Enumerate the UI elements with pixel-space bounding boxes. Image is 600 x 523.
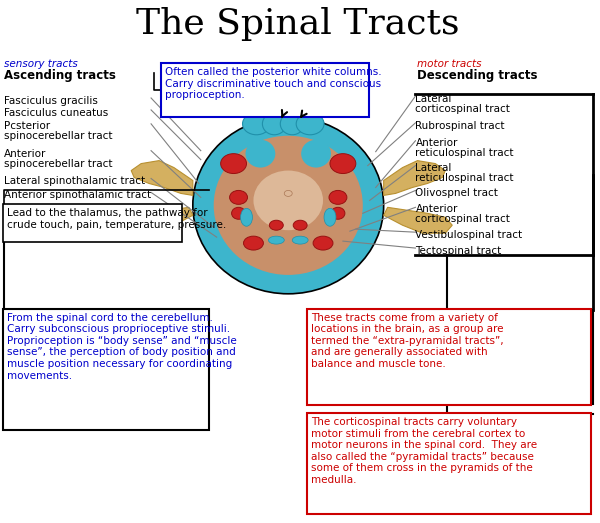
Text: reticulospinal tract: reticulospinal tract [415,173,514,183]
Polygon shape [383,161,445,196]
Text: Fasciculus gracilis: Fasciculus gracilis [4,96,98,106]
Ellipse shape [247,135,329,200]
Text: Pcsterior: Pcsterior [4,121,50,131]
FancyBboxPatch shape [307,309,592,405]
Text: sensory tracts: sensory tracts [4,59,78,69]
Text: Olivospnel tract: Olivospnel tract [415,188,499,198]
Ellipse shape [262,113,286,135]
Text: Vestibulospinal tract: Vestibulospinal tract [415,230,523,240]
Ellipse shape [296,113,324,135]
Text: Anterior: Anterior [415,204,458,214]
Text: Descending tracts: Descending tracts [418,69,538,82]
Ellipse shape [253,170,323,230]
Text: reticulospinal tract: reticulospinal tract [415,147,514,158]
FancyBboxPatch shape [3,309,209,430]
FancyBboxPatch shape [307,413,592,515]
Text: Fasciculus cuneatus: Fasciculus cuneatus [4,108,108,118]
Ellipse shape [293,220,307,230]
Text: spinocerebellar tract: spinocerebellar tract [4,131,112,141]
Text: Tectospinal tract: Tectospinal tract [415,246,502,256]
Ellipse shape [241,208,253,226]
Text: Lateral: Lateral [415,94,452,104]
Ellipse shape [330,154,356,174]
Ellipse shape [301,140,331,167]
Ellipse shape [245,112,322,156]
Ellipse shape [268,236,284,244]
Text: The corticospinal tracts carry voluntary
motor stimuli from the cerebral cortex : The corticospinal tracts carry voluntary… [311,417,537,485]
Ellipse shape [289,217,327,253]
Text: The Spinal Tracts: The Spinal Tracts [136,7,460,41]
Polygon shape [124,207,193,233]
Ellipse shape [291,147,313,199]
Ellipse shape [284,190,292,197]
Ellipse shape [244,236,263,250]
Ellipse shape [250,217,287,253]
Text: Ascending tracts: Ascending tracts [4,69,116,82]
Text: Anterior: Anterior [415,138,458,148]
Ellipse shape [193,117,383,294]
Polygon shape [383,207,452,233]
Text: Rubrospinal tract: Rubrospinal tract [415,121,505,131]
Ellipse shape [221,154,247,174]
Text: motor tracts: motor tracts [418,59,482,69]
Ellipse shape [280,113,304,135]
Ellipse shape [242,113,271,135]
Ellipse shape [324,208,336,226]
Ellipse shape [214,136,363,275]
Text: spinocerebellar tract: spinocerebellar tract [4,158,112,168]
Text: Anterior spinothalamic tract: Anterior spinothalamic tract [4,190,151,200]
Text: corticospinal tract: corticospinal tract [415,214,511,224]
Text: Often called the posterior white columns.
Carry discriminative touch and conscio: Often called the posterior white columns… [165,67,382,100]
Ellipse shape [329,190,347,204]
Ellipse shape [245,140,275,167]
Text: Lateral spinothalamic tract: Lateral spinothalamic tract [4,176,145,186]
FancyBboxPatch shape [161,63,369,117]
Text: corticospinal tract: corticospinal tract [415,104,511,114]
Text: Lead to the thalamus, the pathway for
crude touch, pain, temperature, pressure.: Lead to the thalamus, the pathway for cr… [7,208,226,230]
Ellipse shape [313,236,333,250]
Ellipse shape [263,147,285,199]
Text: From the spinal cord to the cerebellum.
Carry subconscious proprioceptive stimul: From the spinal cord to the cerebellum. … [7,313,237,381]
Ellipse shape [232,207,245,219]
Ellipse shape [230,190,247,204]
Ellipse shape [331,207,345,219]
Ellipse shape [292,236,308,244]
Ellipse shape [269,220,283,230]
Polygon shape [131,161,193,196]
Text: Anterior: Anterior [4,149,46,158]
Text: These tracts come from a variety of
locations in the brain, as a group are
terme: These tracts come from a variety of loca… [311,313,504,369]
FancyBboxPatch shape [3,204,182,242]
Text: Lateral: Lateral [415,163,452,173]
